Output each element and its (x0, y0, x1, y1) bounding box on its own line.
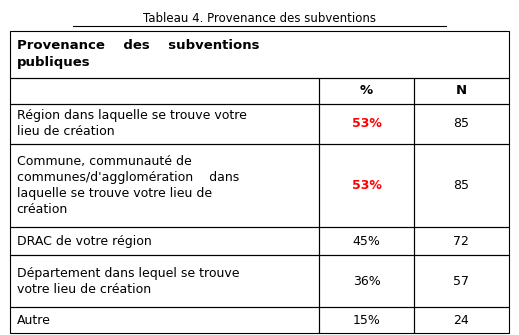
Text: Département dans lequel se trouve
votre lieu de création: Département dans lequel se trouve votre … (17, 267, 239, 296)
Text: Autre: Autre (17, 314, 50, 327)
Bar (319, 307, 414, 333)
Bar (414, 78, 509, 104)
Bar (10, 307, 319, 333)
Bar (10, 144, 319, 227)
Text: Commune, communauté de
communes/d'agglomération    dans
laquelle se trouve votre: Commune, communauté de communes/d'agglom… (17, 155, 239, 216)
Bar (414, 104, 509, 144)
Text: N: N (456, 84, 467, 97)
Bar (414, 255, 509, 307)
Bar (414, 227, 509, 255)
Text: 53%: 53% (352, 179, 381, 192)
Bar (319, 144, 414, 227)
Bar (10, 104, 319, 144)
Text: 85: 85 (453, 117, 469, 130)
Text: 57: 57 (453, 275, 469, 288)
Bar (10, 31, 509, 78)
Bar (10, 78, 319, 104)
Text: 24: 24 (454, 314, 469, 327)
Text: %: % (360, 84, 373, 97)
Text: 72: 72 (454, 235, 469, 248)
Text: 53%: 53% (352, 117, 381, 130)
Text: 85: 85 (453, 179, 469, 192)
Text: 15%: 15% (353, 314, 380, 327)
Bar (319, 255, 414, 307)
Bar (319, 78, 414, 104)
Text: Région dans laquelle se trouve votre
lieu de création: Région dans laquelle se trouve votre lie… (17, 109, 247, 138)
Text: 36%: 36% (353, 275, 380, 288)
Text: Provenance    des    subventions
publiques: Provenance des subventions publiques (17, 39, 259, 69)
Bar (319, 227, 414, 255)
Text: Tableau 4. Provenance des subventions: Tableau 4. Provenance des subventions (143, 12, 376, 25)
Bar (414, 144, 509, 227)
Text: 45%: 45% (353, 235, 380, 248)
Bar (414, 307, 509, 333)
Bar (10, 227, 319, 255)
Bar (10, 255, 319, 307)
Text: DRAC de votre région: DRAC de votre région (17, 235, 152, 248)
Bar (319, 104, 414, 144)
